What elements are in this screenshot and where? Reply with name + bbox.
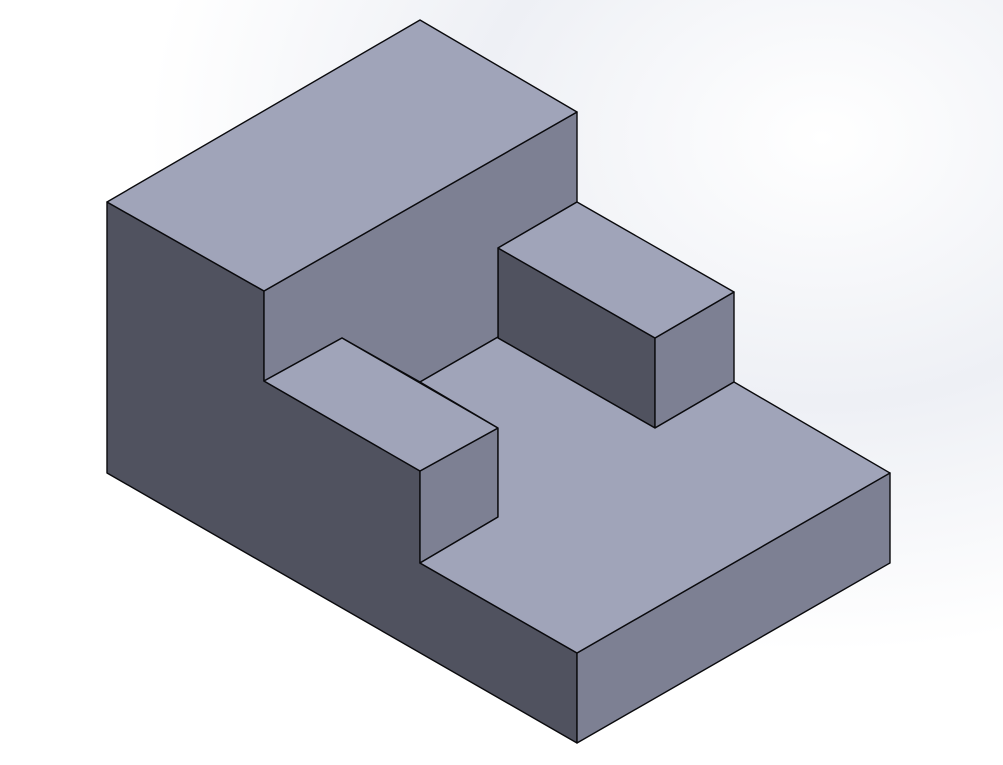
top-faces xyxy=(106,19,891,654)
right-faces xyxy=(263,111,891,744)
top-surface-upper-block[interactable] xyxy=(497,201,735,339)
top-surface-floor[interactable] xyxy=(419,336,891,654)
top-surface-high[interactable] xyxy=(106,19,578,292)
